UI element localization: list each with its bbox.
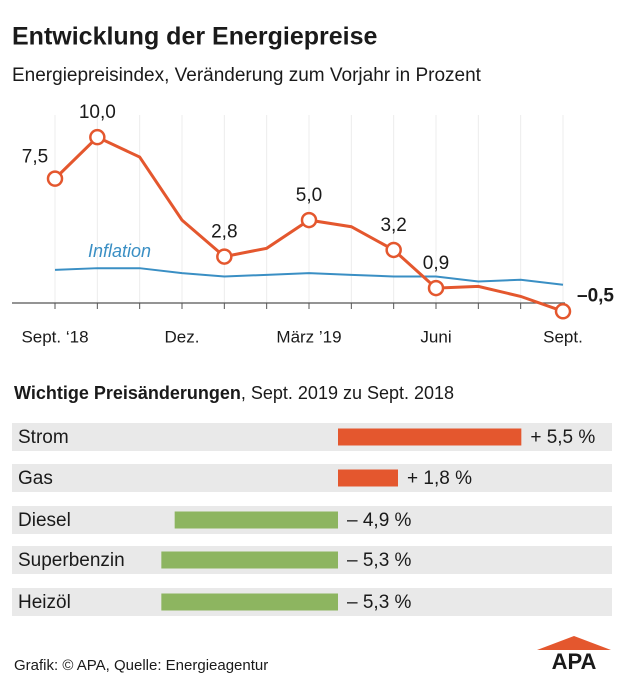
footer: Grafik: © APA, Quelle: Energieagentur xyxy=(14,657,268,674)
value-label: 10,0 xyxy=(79,102,116,123)
point xyxy=(300,211,318,229)
category-label: Diesel xyxy=(18,510,71,531)
point xyxy=(46,170,64,187)
value-label: 0,9 xyxy=(423,253,449,274)
value-label: –0,5 xyxy=(577,285,614,306)
x-tick-label: Sept. xyxy=(543,327,583,346)
series-line xyxy=(54,267,564,286)
x-tick-label: Dez. xyxy=(165,327,200,346)
logo: APA xyxy=(552,649,597,674)
value-label: 7,5 xyxy=(22,147,48,168)
point xyxy=(554,303,572,320)
point xyxy=(427,279,445,297)
value-label: + 5,5 % xyxy=(530,427,595,448)
row-background xyxy=(12,423,612,451)
bar xyxy=(161,551,338,569)
value-label: 3,2 xyxy=(380,215,406,236)
value-label: 5,0 xyxy=(296,185,322,206)
point xyxy=(385,241,402,259)
category-label: Strom xyxy=(18,427,69,448)
value-label: – 4,9 % xyxy=(347,510,412,531)
title: Entwicklung der Energiepreise xyxy=(12,23,377,51)
value-label: – 5,3 % xyxy=(347,550,412,571)
category-label: Superbenzin xyxy=(18,550,125,571)
value-label: 2,8 xyxy=(211,222,237,243)
x-tick-label: März ’19 xyxy=(276,327,341,346)
logo-triangle xyxy=(537,636,611,650)
value-label: + 1,8 % xyxy=(407,468,472,489)
value-label: – 5,3 % xyxy=(347,592,412,613)
x-tick-label: Sept. ‘18 xyxy=(21,327,88,346)
bar xyxy=(338,428,522,446)
bar-title: Wichtige Preisänderungen, Sept. 2019 zu … xyxy=(14,383,454,403)
bar xyxy=(338,469,398,487)
bar xyxy=(174,511,338,529)
point xyxy=(89,128,106,146)
bar-title-main: Wichtige Preisänderungen xyxy=(14,383,241,403)
bar xyxy=(161,593,338,611)
x-tick-label: Juni xyxy=(420,327,451,346)
series-label: Inflation xyxy=(88,241,151,261)
subtitle: Energiepreisindex, Veränderung zum Vorja… xyxy=(12,65,482,86)
row-background xyxy=(12,464,612,492)
category-label: Gas xyxy=(18,468,53,489)
bar-subtitle: , Sept. 2019 zu Sept. 2018 xyxy=(241,383,454,403)
category-label: Heizöl xyxy=(18,592,71,613)
point xyxy=(216,248,233,265)
